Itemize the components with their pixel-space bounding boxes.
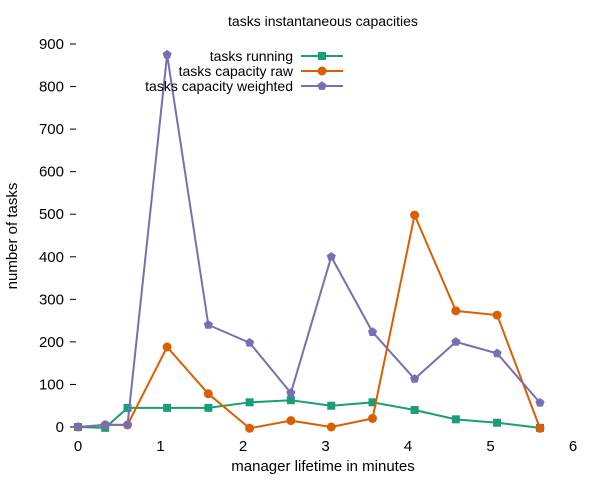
x-tick-label: 0 (74, 438, 82, 455)
data-point (535, 397, 545, 407)
data-point (162, 342, 172, 352)
data-point (368, 398, 377, 407)
data-point (203, 320, 213, 329)
y-tick-label: 0 (56, 419, 64, 436)
series-line (77, 53, 541, 428)
data-point (100, 420, 110, 429)
plot-border (78, 44, 573, 427)
x-tick-label: 5 (486, 438, 494, 455)
data-point (410, 405, 419, 414)
data-point (326, 422, 336, 432)
legend-swatch-marker (317, 81, 327, 90)
y-tick-label: 100 (39, 376, 64, 393)
series-layer (73, 49, 545, 433)
legend-label: tasks capacity raw (179, 63, 294, 79)
data-point (245, 423, 255, 433)
data-point (286, 416, 296, 426)
data-point (326, 251, 336, 261)
y-tick-label: 300 (39, 291, 64, 308)
data-point (122, 420, 133, 429)
data-point (368, 413, 378, 423)
data-point (451, 337, 461, 346)
x-axis-ticks: 0 1 2 3 4 5 6 (74, 438, 577, 455)
x-tick-label: 3 (321, 438, 329, 455)
data-point (73, 422, 83, 431)
y-tick-label: 200 (39, 334, 64, 351)
data-point (204, 403, 213, 412)
x-axis-label: manager lifetime in minutes (231, 458, 414, 475)
data-point (327, 401, 336, 410)
x-tick-label: 2 (239, 438, 247, 455)
data-point (286, 388, 296, 397)
series-tasks-capacity-weighted (73, 49, 545, 431)
data-point (162, 49, 172, 59)
legend-label: tasks running (210, 48, 293, 64)
data-point (123, 403, 132, 412)
x-tick-label: 4 (404, 438, 412, 455)
data-point (163, 403, 172, 412)
data-point (492, 348, 502, 358)
chart-title: tasks instantaneous capacities (228, 13, 418, 29)
y-tick-label: 400 (39, 249, 64, 266)
data-point (493, 418, 502, 427)
y-tick-label: 700 (39, 121, 64, 138)
legend-swatch-marker (318, 52, 326, 60)
axes (78, 44, 573, 427)
x-tick-label: 6 (569, 438, 577, 455)
data-point (245, 398, 254, 407)
legend-swatch-marker (317, 66, 327, 76)
y-tick-label: 600 (39, 164, 64, 181)
data-point (367, 327, 378, 336)
data-point (245, 337, 255, 347)
y-axis-ticks: 0 100 200 300 400 500 600 700 800 900 (39, 36, 76, 436)
data-point (451, 415, 460, 424)
data-point (203, 389, 213, 399)
y-tick-label: 800 (39, 79, 64, 96)
data-point (492, 310, 502, 320)
series-tasks-capacity-raw (73, 210, 545, 433)
series-tasks-running (74, 396, 544, 432)
y-tick-label: 900 (39, 36, 64, 53)
x-tick-label: 1 (156, 438, 164, 455)
data-point (286, 396, 295, 405)
data-point (410, 374, 420, 383)
data-point (410, 210, 420, 220)
y-axis-label: number of tasks (4, 183, 21, 290)
y-tick-label: 500 (39, 206, 64, 223)
legend-label: tasks capacity weighted (145, 78, 293, 94)
data-point (535, 423, 545, 433)
data-point (451, 306, 461, 316)
